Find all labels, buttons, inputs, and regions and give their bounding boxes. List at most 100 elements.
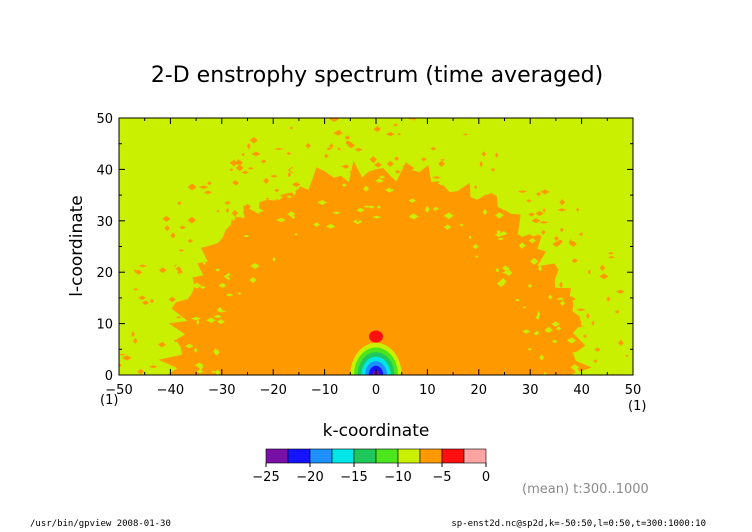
speckle [514,214,519,220]
speckle [142,337,148,340]
speckle [243,235,250,238]
speckle [274,143,281,147]
speckle [609,313,619,319]
colorbar-swatch [309,448,333,464]
speckle [571,258,579,264]
speckle [515,180,526,186]
speckle [177,225,185,233]
speckle [177,272,185,276]
speckle [408,213,419,220]
speckle [318,218,327,223]
speckle [556,326,562,331]
speckle [394,124,404,130]
speckle [575,308,586,312]
speckle [559,199,565,206]
speckle [237,292,242,295]
speckle [163,240,174,246]
speckle [621,293,628,301]
speckle [228,182,236,189]
speckle [576,207,580,212]
speckle [553,235,559,242]
speckle [539,220,549,224]
y-tick-label: 40 [96,163,113,178]
speckle [557,208,568,212]
speckle [291,182,301,188]
speckle [224,200,231,205]
speckle [544,327,553,334]
speckle [380,120,384,126]
speckle [238,259,247,265]
plot-area [105,118,633,375]
speckle [313,222,320,227]
speckle [215,369,221,375]
speckle [238,160,244,166]
speckle [274,188,280,193]
speckle [191,233,201,240]
speckle [297,157,306,164]
speckle [319,182,328,189]
speckle [308,203,315,210]
speckle [567,333,574,339]
speckle [133,269,138,272]
speckle [295,186,300,190]
speckle [542,208,546,213]
speckle [183,187,187,193]
speckle [560,370,568,373]
speckle [540,229,546,235]
speckle [341,183,347,187]
speckle [225,315,234,322]
speckle [231,180,240,187]
speckle [340,165,348,168]
y-tick-label: 20 [96,266,113,281]
speckle [230,214,236,222]
speckle [615,289,625,294]
speckle [345,187,354,194]
speckle [193,336,204,342]
speckle [362,205,371,208]
speckle [401,165,408,168]
colorbar-tick-label: −15 [340,470,367,485]
speckle [394,169,401,174]
speckle [260,159,267,164]
speckle [373,125,381,133]
speckle [347,142,356,149]
speckle [607,252,615,255]
speckle [325,164,335,171]
speckle [105,360,114,367]
speckle [137,368,145,375]
speckle [216,209,220,213]
speckle [435,207,439,211]
speckle [248,172,257,176]
speckle [350,197,356,201]
speckle [551,339,558,344]
speckle [574,367,580,375]
speckle [300,234,304,237]
speckle [356,207,365,213]
speckle [337,129,342,136]
speckle [264,229,271,233]
speckle [630,307,633,315]
speckle [485,244,491,250]
speckle [448,161,458,169]
speckle [567,222,577,226]
speckle [289,167,298,174]
speckle [618,339,624,347]
speckle [131,331,136,338]
speckle [170,232,176,239]
x-tick-label: 50 [625,383,642,398]
speckle [386,160,394,167]
speckle [273,147,284,151]
speckle [204,279,212,283]
speckle [235,164,244,172]
speckle [276,246,281,250]
speckle [138,279,143,284]
colorbar-tick-label: −10 [384,470,411,485]
speckle [540,189,550,195]
speckle [587,269,591,275]
speckle [138,295,147,300]
speckle [196,369,204,374]
speckle [119,363,123,368]
speckle [185,343,194,349]
speckle [349,168,357,176]
